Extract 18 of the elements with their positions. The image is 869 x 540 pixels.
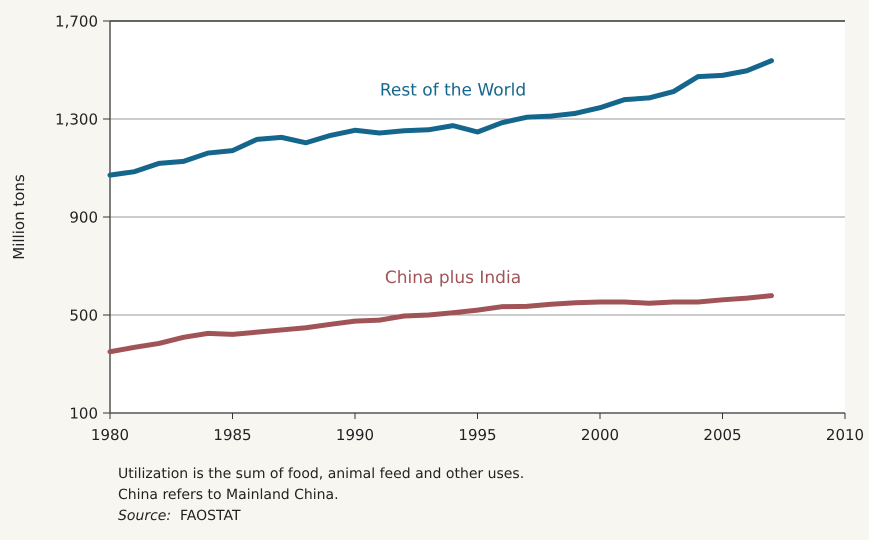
y-tick-label: 900: [69, 208, 98, 226]
x-tick-label: 1990: [336, 426, 374, 444]
y-axis-title: Million tons: [10, 174, 28, 260]
x-tick-label: 1980: [90, 426, 130, 444]
y-tick-label: 500: [69, 306, 98, 324]
source-note: Source: FAOSTAT: [118, 508, 241, 524]
series-label: China plus India: [384, 268, 522, 288]
x-tick-label: 1995: [458, 426, 497, 444]
text: Utilization is the sum of food, animal feed and other uses.: [118, 466, 524, 482]
x-tick-label: 2010: [826, 426, 864, 444]
y-tick-label: 1,700: [55, 12, 98, 30]
x-tick-label: 2000: [580, 426, 620, 444]
x-tick-label: 2005: [703, 426, 742, 444]
y-tick-label: 1,300: [55, 110, 98, 128]
y-tick-label: 100: [69, 404, 98, 422]
series-label: Rest of the World: [380, 80, 526, 101]
text: China refers to Mainland China.: [118, 487, 339, 503]
x-tick-label: 1985: [213, 426, 252, 444]
